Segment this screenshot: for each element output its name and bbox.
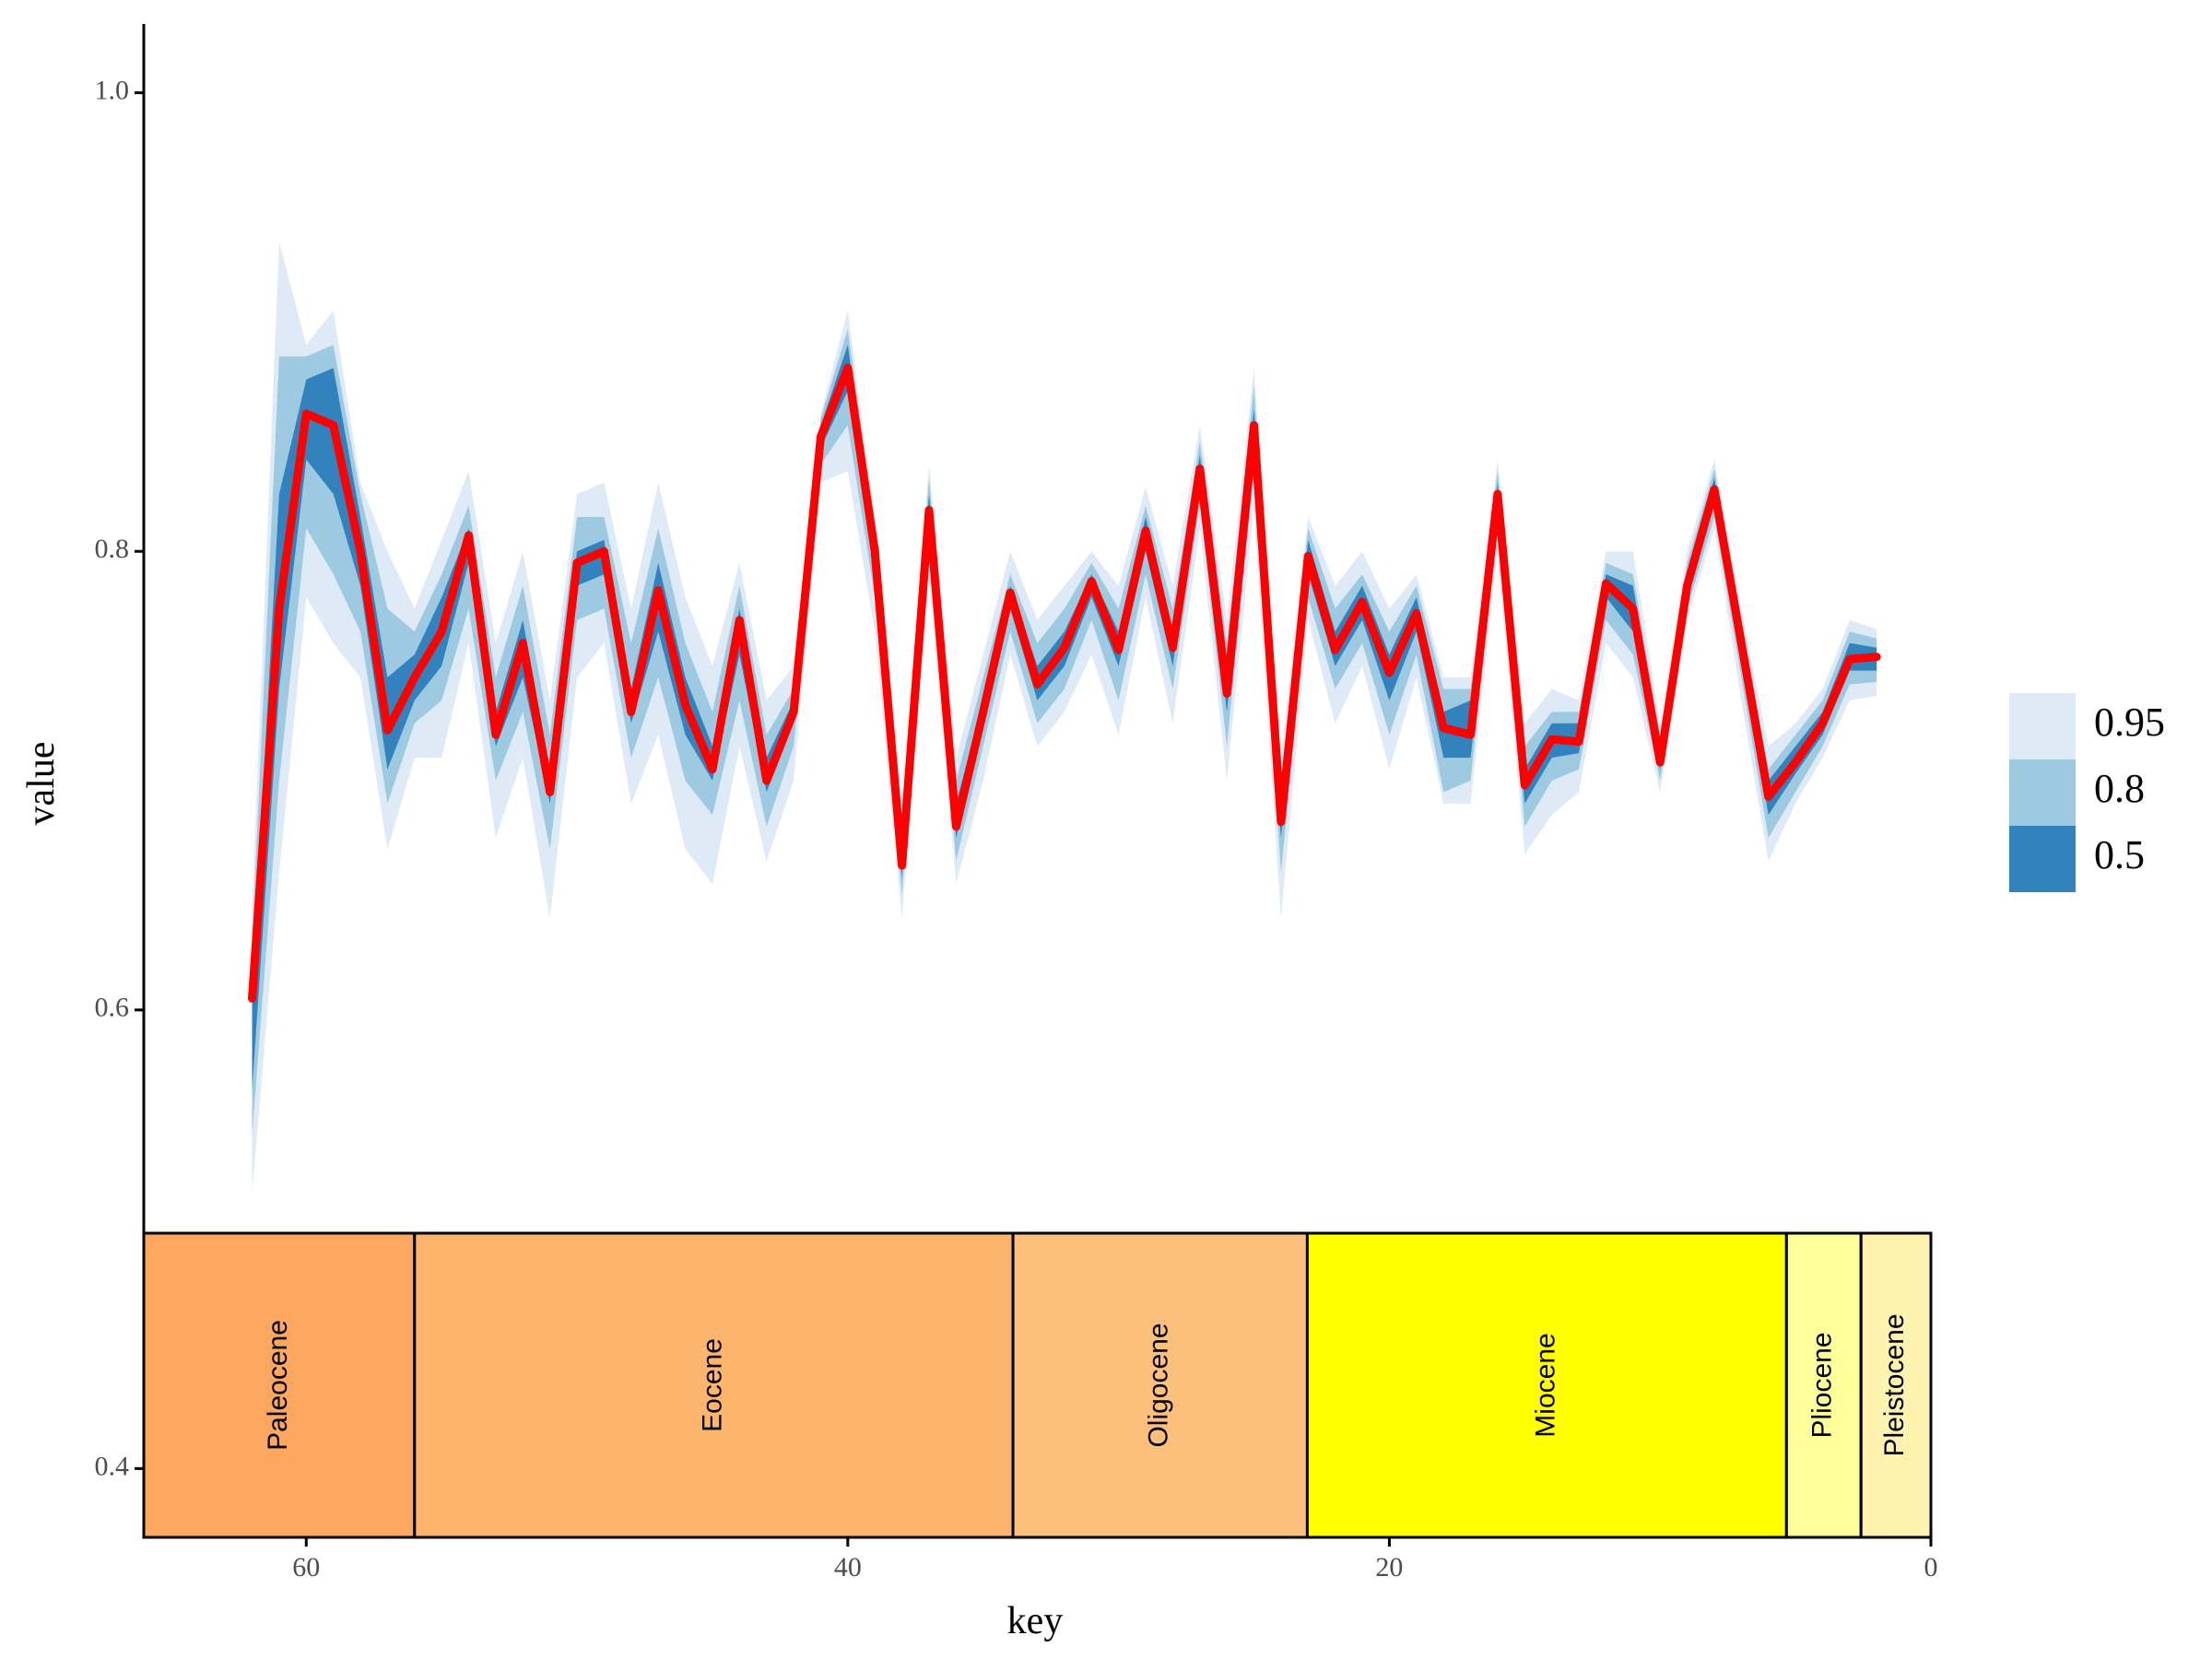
y-tick-label: 1.0 — [95, 76, 130, 106]
x-axis-title: key — [1007, 1600, 1064, 1642]
legend-label-0-8: 0.8 — [2094, 766, 2145, 811]
x-tick-label: 20 — [1375, 1552, 1403, 1583]
epoch-label-oligocene: Oligocene — [1144, 1323, 1174, 1447]
x-tick-label: 60 — [292, 1552, 320, 1583]
y-tick-label: 0.6 — [95, 993, 130, 1023]
y-axis-title: value — [20, 742, 63, 826]
y-tick-label: 0.8 — [95, 534, 130, 564]
legend-label-0-95: 0.95 — [2094, 700, 2165, 745]
epoch-timescale: Paleocene Eocene Oligocene Miocene Pliocene P… — [144, 1233, 1931, 1537]
y-tick-label: 0.4 — [95, 1451, 130, 1481]
epoch-label-miocene: Miocene — [1530, 1333, 1560, 1437]
x-tick-label: 0 — [1924, 1552, 1938, 1583]
x-tick-label: 40 — [834, 1552, 862, 1583]
epoch-label-pliocene: Pliocene — [1807, 1332, 1838, 1438]
epoch-label-eocene: Eocene — [697, 1338, 727, 1432]
legend-label-0-5: 0.5 — [2094, 832, 2145, 877]
legend-swatch-0-8 — [2009, 759, 2076, 826]
legend-swatch-0-95 — [2009, 693, 2076, 759]
legend: 0.95 0.8 0.5 — [2009, 693, 2165, 892]
epoch-label-paleocene: Paleocene — [263, 1320, 293, 1451]
y-axis-ticks: 0.4 0.6 0.8 1.0 — [95, 76, 145, 1482]
legend-swatch-0-5 — [2009, 826, 2076, 892]
x-axis-ticks: 60 40 20 0 — [292, 1537, 1937, 1583]
epoch-label-pleistocene: Pleistocene — [1879, 1313, 1910, 1456]
